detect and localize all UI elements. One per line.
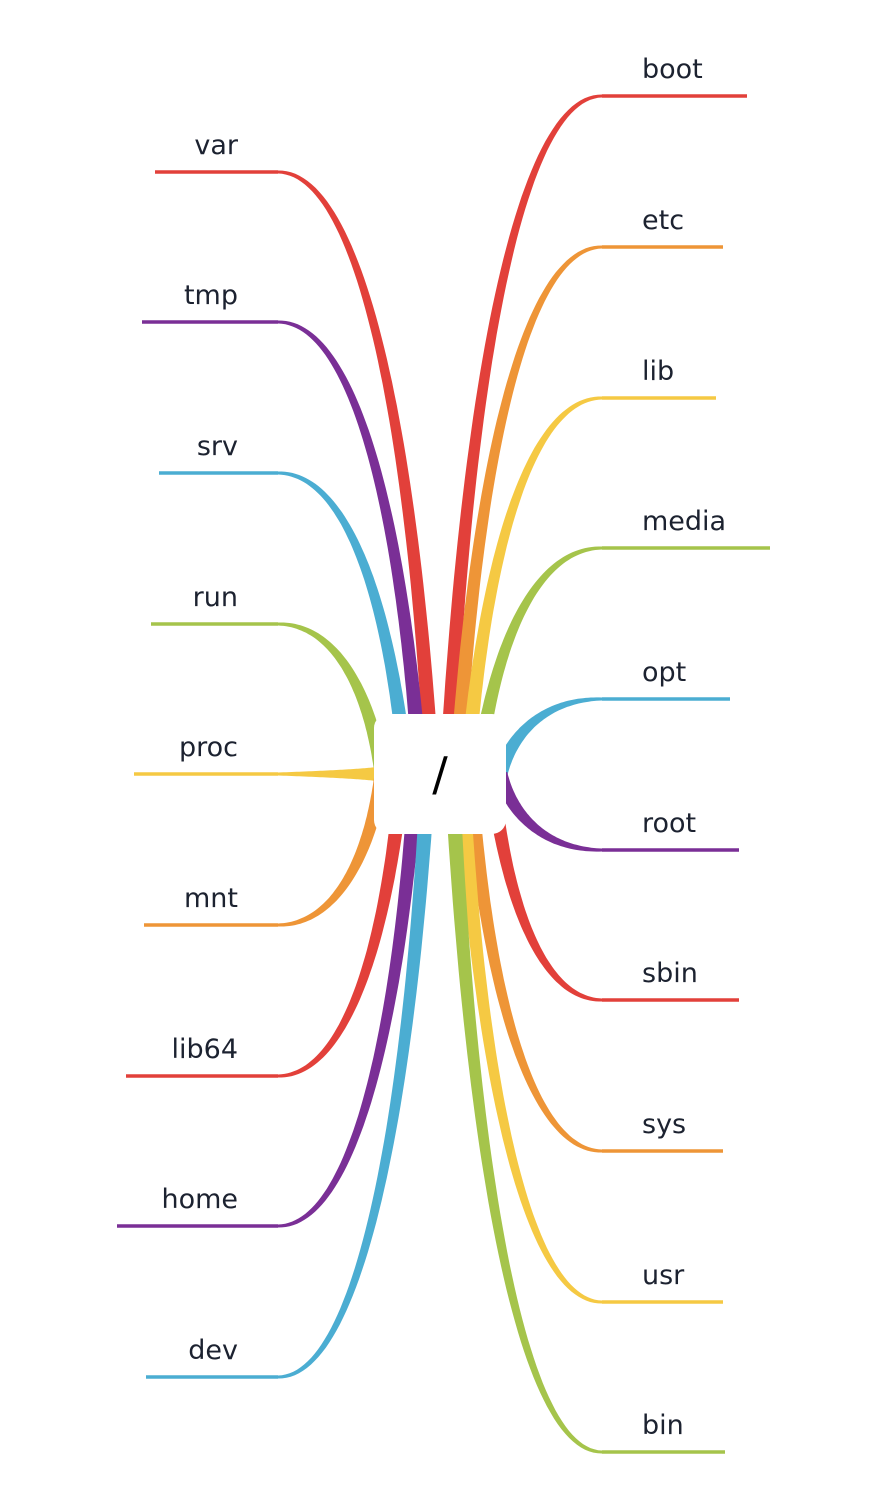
mnt-connector [278,772,390,927]
topic-lib[interactable]: lib [642,356,675,387]
topic-var[interactable]: var [194,130,238,161]
root-connector [492,771,602,852]
opt-connector [492,697,602,777]
topic-boot[interactable]: boot [642,54,703,85]
topic-srv[interactable]: srv [196,431,238,462]
topic-usr[interactable]: usr [642,1260,685,1291]
topic-tmp[interactable]: tmp [183,280,238,311]
topic-sys[interactable]: sys [642,1109,687,1140]
topic-root[interactable]: root [642,808,697,839]
topic-home[interactable]: home [161,1184,238,1215]
topic-media[interactable]: media [642,506,727,537]
proc-connector [278,766,380,782]
topic-mnt[interactable]: mnt [184,883,238,914]
topic-bin[interactable]: bin [642,1410,684,1441]
topic-opt[interactable]: opt [642,657,687,688]
bin-connector [444,773,602,1454]
dev-connector [278,773,436,1379]
topic-dev[interactable]: dev [188,1335,238,1366]
run-connector [278,622,390,776]
topic-proc[interactable]: proc [178,732,238,763]
topic-run[interactable]: run [192,582,238,613]
topic-lib64[interactable]: lib64 [171,1034,239,1065]
root-node[interactable]: / [374,714,506,834]
root-label: / [432,747,448,801]
topic-sbin[interactable]: sbin [642,958,698,989]
topic-etc[interactable]: etc [642,205,685,236]
